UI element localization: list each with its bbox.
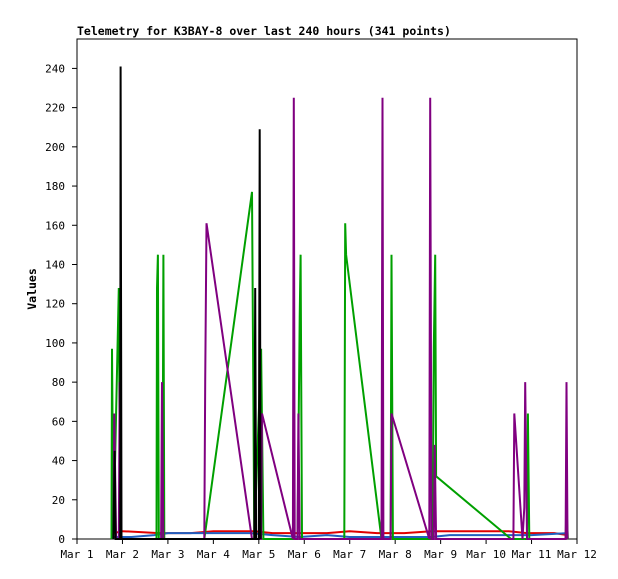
x-tick-label: Mar 10	[466, 548, 506, 561]
y-tick-label: 100	[45, 337, 65, 350]
x-tick-label: Mar 2	[106, 548, 139, 561]
y-tick-label: 180	[45, 180, 65, 193]
x-tick-label: Mar 8	[379, 548, 412, 561]
x-tick-label: Mar 11	[512, 548, 552, 561]
y-tick-label: 220	[45, 102, 65, 115]
series-line-4	[112, 97, 569, 540]
series-layer	[110, 66, 569, 540]
x-tick-label: Mar 7	[333, 548, 366, 561]
y-tick-label: 40	[52, 455, 65, 468]
y-tick-label: 20	[52, 494, 65, 507]
series-line-3	[110, 191, 569, 540]
x-tick-label: Mar 5	[242, 548, 275, 561]
y-tick-label: 80	[52, 376, 65, 389]
y-tick-label: 0	[58, 533, 65, 546]
x-tick-label: Mar 9	[424, 548, 457, 561]
x-tick-label: Mar 4	[197, 548, 230, 561]
y-axis-label: Values	[25, 268, 39, 310]
y-tick-label: 140	[45, 258, 65, 271]
x-tick-label: Mar 6	[288, 548, 321, 561]
plot-area-frame	[76, 38, 578, 540]
x-tick-label: Mar 1	[60, 548, 93, 561]
y-tick-label: 120	[45, 298, 65, 311]
axis-ticks: 0 20 40 60 80 100 120 140 160 180 200 220 240 Mar 1 Ma…	[45, 62, 597, 561]
x-tick-label: Mar 3	[151, 548, 184, 561]
y-tick-label: 240	[45, 62, 65, 75]
x-tick-label: Mar 12	[557, 548, 597, 561]
y-tick-label: 160	[45, 219, 65, 232]
series-line-5	[112, 66, 262, 540]
y-tick-label: 60	[52, 415, 65, 428]
chart-title: Telemetry for K3BAY-8 over last 240 hour…	[77, 24, 451, 38]
y-tick-label: 200	[45, 141, 65, 154]
series-line-2	[113, 532, 568, 539]
